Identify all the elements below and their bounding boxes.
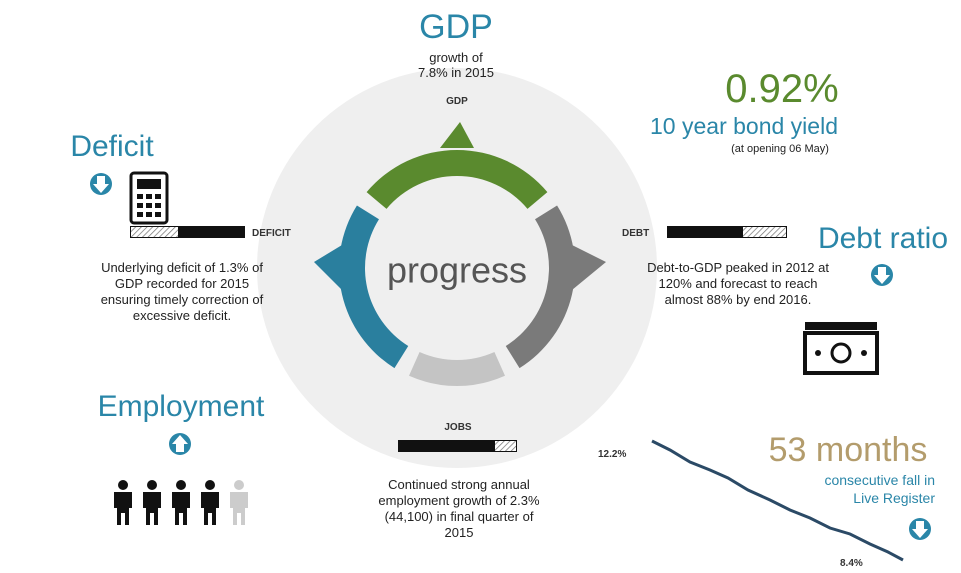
deficit-line: ensuring timely correction of xyxy=(101,292,264,307)
employment-line: employment growth of 2.3% xyxy=(378,493,540,508)
gdp-line: growth of xyxy=(429,50,483,65)
deficit-bar xyxy=(130,226,245,238)
down-arrow-icon xyxy=(90,173,112,195)
jobs-bar xyxy=(398,440,517,452)
bond-note: (at opening 06 May) xyxy=(731,143,829,155)
person xyxy=(143,480,161,525)
bond-value: 0.92% xyxy=(725,67,838,111)
ring-background xyxy=(257,68,657,468)
employment-title: Employment xyxy=(98,390,265,423)
debt-line: 120% and forecast to reach xyxy=(659,276,818,291)
segment-jobs xyxy=(409,352,505,386)
register-value: 53 months xyxy=(769,431,928,469)
register-line-text: Live Register xyxy=(853,490,935,506)
person xyxy=(172,480,190,525)
deficit-line: excessive deficit. xyxy=(133,308,231,323)
register-line xyxy=(651,439,904,562)
deficit-title: Deficit xyxy=(70,130,154,163)
ring xyxy=(338,149,575,386)
register-line-text: consecutive fall in xyxy=(824,472,935,488)
debt-bar xyxy=(667,226,787,238)
gdp-title: GDP xyxy=(419,8,493,46)
person xyxy=(114,480,132,525)
employment-line: 2015 xyxy=(445,525,474,540)
debt-line: Debt-to-GDP peaked in 2012 at xyxy=(647,260,829,275)
person xyxy=(230,480,248,525)
debt-line: almost 88% by end 2016. xyxy=(665,292,812,307)
register-start: 12.2% xyxy=(598,449,626,460)
up-arrow-icon xyxy=(169,433,191,455)
ring-label: DEFICIT xyxy=(252,228,291,239)
pointer-gdp xyxy=(440,122,474,148)
ring-label: GDP xyxy=(446,96,468,107)
register-end: 8.4% xyxy=(840,558,863,569)
ring-label: JOBS xyxy=(444,422,472,433)
gdp-line: 7.8% in 2015 xyxy=(418,65,494,80)
down-arrow-icon xyxy=(909,518,931,540)
pointer-debt xyxy=(572,245,606,290)
bond-label: 10 year bond yield xyxy=(650,113,838,139)
down-arrow-icon xyxy=(871,264,893,286)
calculator-icon xyxy=(129,171,169,225)
pointer-deficit xyxy=(314,245,342,290)
deficit-line: GDP recorded for 2015 xyxy=(115,276,249,291)
money-icon xyxy=(803,322,879,375)
employment-line: Continued strong annual xyxy=(388,477,530,492)
ring-label: DEBT xyxy=(622,228,649,239)
person xyxy=(201,480,219,525)
segment-gdp xyxy=(366,149,548,209)
employment-line: (44,100) in final quarter of xyxy=(385,509,534,524)
segment-debt xyxy=(505,205,575,369)
segment-deficit xyxy=(338,205,409,369)
deficit-line: Underlying deficit of 1.3% of xyxy=(101,260,263,275)
center-label: progress xyxy=(387,250,527,291)
debt-title: Debt ratio xyxy=(818,222,948,255)
people-icon xyxy=(114,480,248,525)
